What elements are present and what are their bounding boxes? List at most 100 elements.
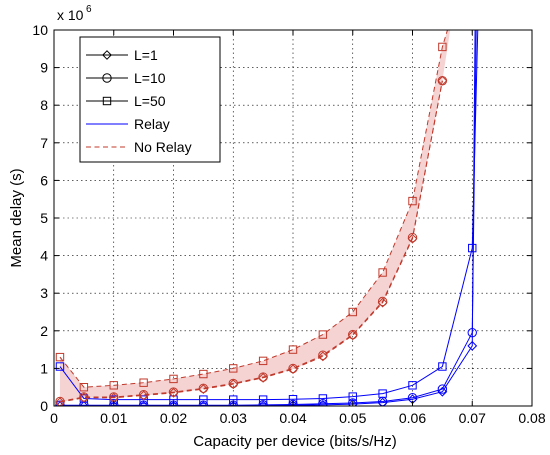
legend-entry: L=1 <box>86 47 158 63</box>
y-axis-label: Mean delay (s) <box>8 168 25 267</box>
x-tick-label: 0.08 <box>518 410 545 426</box>
legend-label: L=1 <box>134 47 158 63</box>
square-marker <box>199 369 208 379</box>
diamond-marker <box>347 330 358 341</box>
square-marker <box>378 268 387 277</box>
no-relay-series-circle <box>55 76 448 406</box>
square-marker <box>139 378 148 387</box>
x-tick-label: 0.01 <box>100 410 127 426</box>
square-marker <box>102 96 112 106</box>
x-tick-label: 0.05 <box>339 410 366 426</box>
legend-entry: L=10 <box>86 70 166 86</box>
legend-label: L=50 <box>134 93 166 109</box>
legend-entry: Relay <box>86 116 170 132</box>
y-tick-label: 1 <box>40 360 48 376</box>
y-tick-label: 8 <box>40 97 48 113</box>
circle-marker <box>102 73 112 83</box>
circle-marker <box>258 372 268 382</box>
x-tick-label: 0.03 <box>220 410 247 426</box>
diamond-marker <box>78 401 89 406</box>
diamond-marker <box>258 400 269 406</box>
y-tick-label: 7 <box>40 135 48 151</box>
series-group <box>55 30 479 406</box>
square-marker <box>348 307 357 317</box>
square-marker <box>79 383 89 392</box>
square-marker <box>199 395 208 404</box>
square-marker <box>408 196 417 206</box>
series-line <box>59 30 477 406</box>
circle-marker <box>437 76 448 86</box>
circle-marker <box>377 296 388 307</box>
diamond-marker <box>407 233 418 244</box>
circle-marker <box>318 350 328 360</box>
circle-marker <box>288 399 298 406</box>
circle-marker <box>288 363 298 374</box>
diamond-marker <box>228 379 239 390</box>
no-relay-series-square <box>55 30 448 392</box>
diamond-marker <box>467 340 478 351</box>
circle-marker <box>258 400 268 406</box>
axes <box>53 29 533 407</box>
x-axis-label: Capacity per device (bits/s/Hz) <box>193 433 396 450</box>
diamond-marker <box>102 50 112 60</box>
y-multiplier-label: x 10 <box>57 7 84 23</box>
square-marker <box>288 345 298 354</box>
x-tick-label: 0 <box>50 410 58 426</box>
square-marker <box>229 364 238 373</box>
series-line <box>59 30 479 401</box>
legend: L=1 L=10 L=50 Relay No Relay <box>79 36 221 163</box>
square-marker <box>408 381 417 390</box>
circle-marker <box>138 390 149 400</box>
circle-marker <box>348 329 358 340</box>
series-line <box>59 30 476 406</box>
x-tick-label: 0.07 <box>459 410 486 426</box>
circle-marker <box>168 387 179 397</box>
square-marker <box>378 389 387 398</box>
diamond-marker <box>198 401 209 406</box>
circle-marker <box>437 384 448 394</box>
square-marker <box>318 330 328 339</box>
square-marker <box>258 356 268 366</box>
square-marker <box>169 374 178 384</box>
circle-marker <box>198 383 209 394</box>
series-line <box>59 30 448 388</box>
legend-entry: L=50 <box>86 93 166 109</box>
legend-label: No Relay <box>134 139 192 155</box>
diamond-marker <box>377 297 388 308</box>
y-tick-label: 5 <box>40 210 48 226</box>
circle-marker <box>318 399 328 406</box>
y-tick-label: 6 <box>40 172 48 188</box>
square-marker <box>438 42 447 52</box>
square-marker <box>139 395 148 404</box>
diamond-marker <box>288 400 298 406</box>
diamond-marker <box>78 392 89 403</box>
y-tick-label: 0 <box>40 398 48 414</box>
circle-marker <box>467 327 477 338</box>
legend-box <box>79 36 221 163</box>
circle-marker <box>228 378 238 389</box>
x-tick-label: 0.06 <box>399 410 426 426</box>
diamond-marker <box>138 401 149 406</box>
y-multiplier-exponent: 6 <box>86 4 92 15</box>
diamond-marker <box>228 401 239 406</box>
diamond-marker <box>168 401 179 406</box>
diamond-marker <box>168 387 179 398</box>
legend-label: L=10 <box>134 70 166 86</box>
square-marker <box>438 362 447 371</box>
y-tick-label: 4 <box>40 248 48 264</box>
circle-marker <box>138 400 149 406</box>
series-line <box>59 80 443 402</box>
diamond-marker <box>288 364 298 375</box>
diamond-marker <box>317 351 328 362</box>
x-tick-label: 0.04 <box>279 410 306 426</box>
y-tick-label: 3 <box>40 285 48 301</box>
legend-entry: No Relay <box>86 139 192 155</box>
square-marker <box>55 362 65 371</box>
circle-marker <box>79 392 89 402</box>
series-line <box>59 80 443 403</box>
x-tick-label: 0.02 <box>160 410 187 426</box>
circle-marker <box>407 232 418 243</box>
square-marker <box>318 394 328 403</box>
square-marker <box>258 395 268 404</box>
